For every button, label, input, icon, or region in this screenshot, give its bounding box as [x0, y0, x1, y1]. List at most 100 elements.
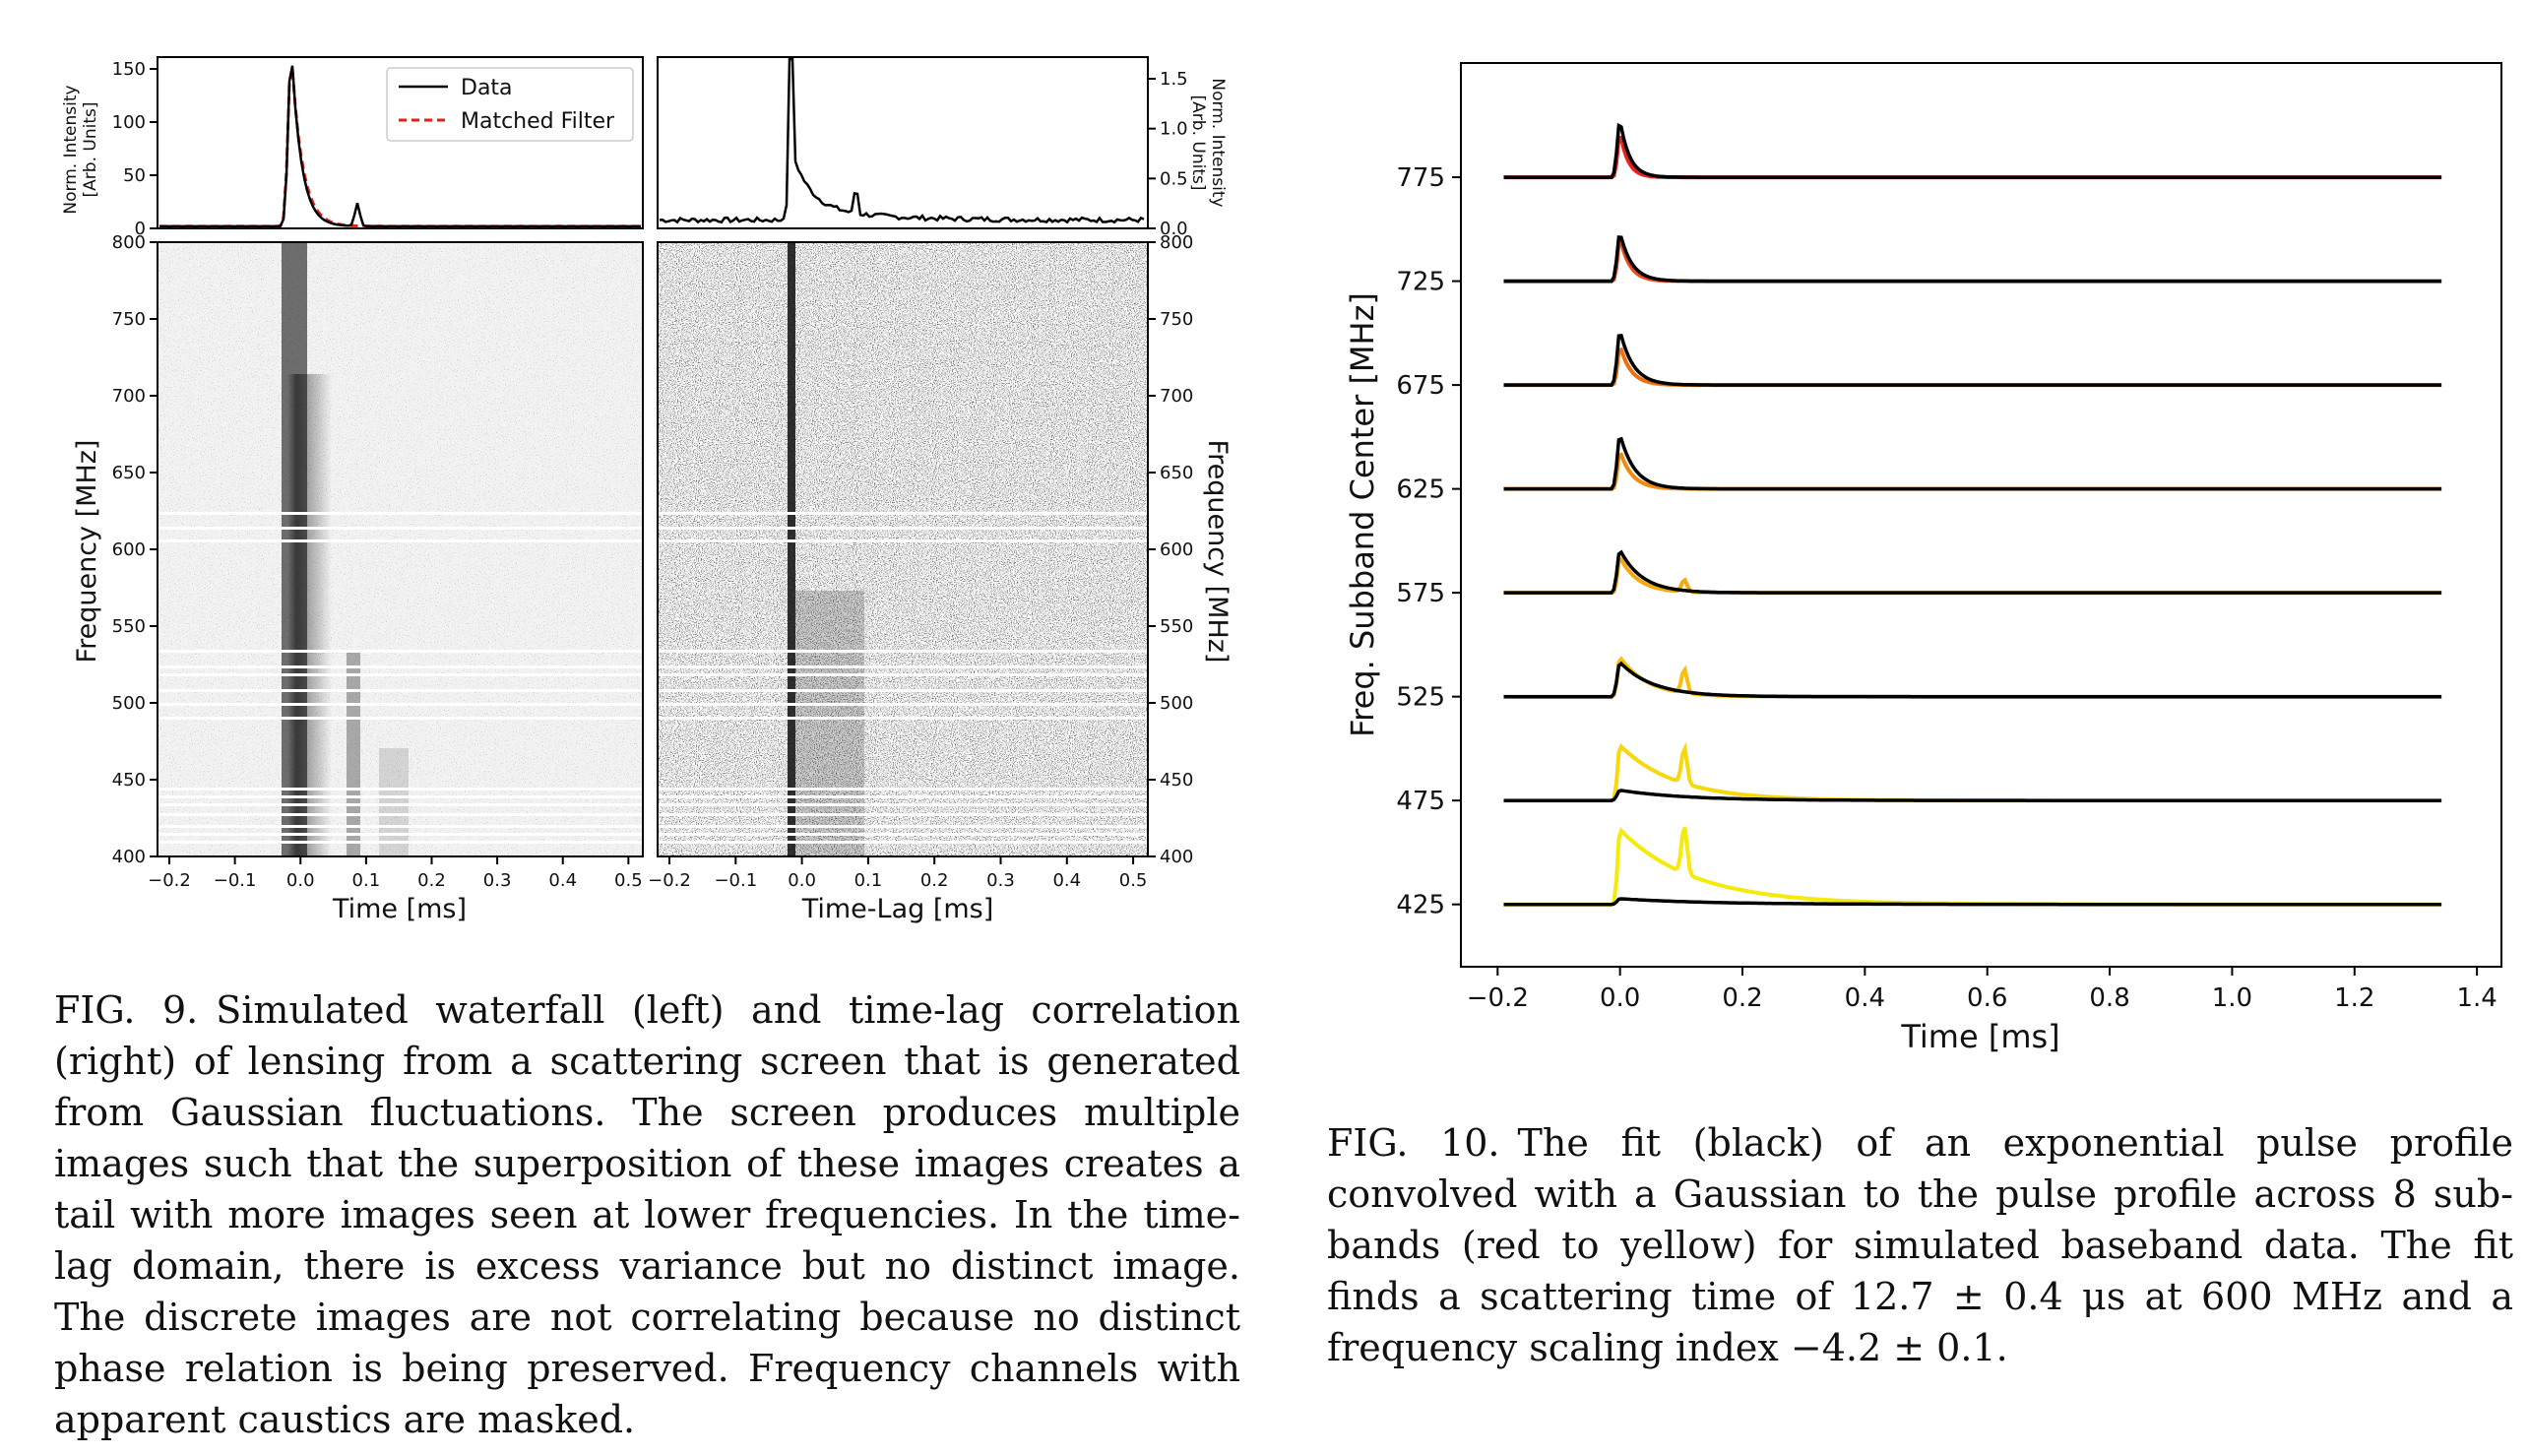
right-profile-ytick-label: 0.5 [1160, 168, 1188, 189]
right-waterfall-masked-channel [658, 788, 1148, 791]
fig10-subband-fit-675 [1503, 333, 2442, 387]
fig10-subband-fit-725 [1503, 235, 2442, 284]
fig9-caption-text: Simulated waterfall (left) and time-lag … [54, 988, 1240, 1441]
fig10-chart: 775 725 675 625 575 525 475 425 −0.2 0.0 0.2 0.4 0.… [1344, 62, 2502, 1055]
right-waterfall-masked-channel [658, 813, 1148, 816]
left-waterfall-xtick-label: 0.0 [286, 870, 315, 891]
left-waterfall-masked-channel [158, 539, 643, 542]
right-waterfall-ytick-label: 700 [1160, 386, 1193, 407]
left-waterfall-masked-channel [158, 813, 643, 816]
fig9-right-profile-panel: 0.0 0.5 1.0 1.5 Norm. Intensity [Arb. Units… [657, 56, 1228, 239]
left-profile-legend: Data Matched Filter [386, 67, 634, 142]
fig10-xtick-label: 0.6 [1967, 983, 2007, 1013]
right-waterfall-masked-channel [658, 795, 1148, 798]
legend-matched-filter-label: Matched Filter [461, 109, 615, 134]
left-waterfall-xtick-label: 0.1 [352, 870, 381, 891]
fig10-xlabel: Time [ms] [1900, 1018, 2059, 1055]
fig9-caption: FIG. 9. Simulated waterfall (left) and ti… [54, 984, 1240, 1445]
right-profile-data-line [659, 57, 1145, 224]
left-waterfall-masked-channel [158, 527, 643, 530]
left-profile-ytick-label: 100 [112, 112, 146, 133]
right-waterfall-ytick-label: 400 [1160, 847, 1193, 867]
fig10-subband-fit-525 [1503, 661, 2442, 699]
left-waterfall-ytick-label: 600 [112, 539, 146, 560]
left-waterfall-masked-channel [158, 841, 643, 844]
right-waterfall-xtick-label: 0.2 [920, 870, 949, 891]
right-profile-ytick-label: 1.0 [1160, 119, 1188, 140]
left-profile-ylabel-line2: [Arb. Units] [81, 102, 100, 198]
fig9-right-waterfall-panel: 400 450 500 550 600 650 700 750 800 −0.2 −0.1 0.0 0… [648, 232, 1233, 924]
left-waterfall-ytick-label: 700 [112, 386, 146, 407]
right-profile-ylabel-line1: Norm. Intensity [1208, 78, 1228, 207]
left-waterfall-masked-channel [158, 825, 643, 828]
left-waterfall-masked-channel [158, 665, 643, 668]
left-waterfall-masked-channel [158, 788, 643, 791]
right-waterfall-masked-channel [658, 512, 1148, 515]
left-waterfall-ytick-label: 800 [112, 232, 146, 253]
left-waterfall-ytick-label: 550 [112, 616, 146, 637]
right-waterfall-xtick-label: 0.5 [1119, 870, 1148, 891]
fig9-figure: Norm. Intensity [Arb. Units] 0 50 100 150 D… [61, 56, 1233, 924]
left-waterfall-ytick-label: 650 [112, 463, 146, 483]
left-waterfall-masked-channel [158, 650, 643, 653]
fig10-xtick-label: 0.8 [2089, 983, 2129, 1013]
fig10-ytick-label: 575 [1396, 579, 1445, 608]
right-waterfall-ytick-label: 500 [1160, 693, 1193, 714]
fig10-ytick-label: 775 [1396, 163, 1445, 193]
fig10-xtick-label: 0.2 [1722, 983, 1762, 1013]
right-waterfall-masked-channel [658, 803, 1148, 806]
fig10-ytick-label: 475 [1396, 787, 1445, 816]
fig10-subband-fit-575 [1503, 549, 2442, 595]
fig10-xtick-label: 1.0 [2212, 983, 2252, 1013]
left-waterfall-xtick-label: 0.5 [614, 870, 643, 891]
left-waterfall-ytick-label: 500 [112, 693, 146, 714]
fig10-caption-label: FIG. 10. [1327, 1121, 1500, 1165]
right-waterfall-ytick-label: 800 [1160, 232, 1193, 253]
fig10-plot-frame [1460, 62, 2502, 968]
right-waterfall-xlabel: Time-Lag [ms] [801, 894, 994, 924]
left-waterfall-xlabel: Time [ms] [332, 894, 467, 924]
right-waterfall-ytick-label: 650 [1160, 463, 1193, 483]
right-waterfall-masked-channel [658, 673, 1148, 676]
left-waterfall-xtick-label: 0.2 [417, 870, 446, 891]
right-waterfall-masked-channel [658, 539, 1148, 542]
fig10-subband-fit-475 [1503, 789, 2442, 802]
left-waterfall-ytick-label: 450 [112, 770, 146, 791]
left-waterfall-xtick-label: 0.4 [548, 870, 577, 891]
right-waterfall-masked-channel [658, 665, 1148, 668]
right-waterfall-xtick-label: −0.2 [648, 870, 691, 891]
fig10-xtick-label: 1.4 [2456, 983, 2497, 1013]
left-profile-ytick-label: 50 [123, 165, 146, 186]
left-waterfall-ytick-label: 750 [112, 309, 146, 330]
right-waterfall-masked-channel [658, 717, 1148, 720]
fig10-ytick-label: 525 [1396, 683, 1445, 713]
fig10-ytick-label: 675 [1396, 371, 1445, 401]
left-waterfall-masked-channel [158, 803, 643, 806]
right-waterfall-ytick-label: 450 [1160, 770, 1193, 791]
fig10-xtick-label: −0.2 [1467, 983, 1529, 1013]
right-profile-ylabel-line2: [Arb. Units] [1188, 95, 1208, 191]
left-waterfall-xtick-label: −0.2 [148, 870, 191, 891]
right-waterfall-masked-channel [658, 527, 1148, 530]
left-waterfall-xtick-label: 0.3 [483, 870, 512, 891]
right-profile-ytick-label: 0.0 [1160, 219, 1188, 239]
fig10-xtick-label: 0.4 [1845, 983, 1885, 1013]
legend-data-label: Data [461, 76, 513, 100]
fig9-caption-label: FIG. 9. [54, 988, 199, 1032]
right-waterfall-masked-channel [658, 689, 1148, 692]
left-waterfall-ylabel: Frequency [MHz] [72, 440, 102, 664]
right-waterfall-xtick-label: 0.1 [854, 870, 883, 891]
fig10-xtick-label: 1.2 [2334, 983, 2374, 1013]
fig9-left-waterfall-panel: 400 450 500 550 600 650 700 750 800 −0.2 −0.1 0.0 0… [72, 232, 644, 924]
right-waterfall-ylabel: Frequency [MHz] [1202, 440, 1233, 664]
right-waterfall-masked-channel [658, 825, 1148, 828]
fig10-ytick-label: 725 [1396, 268, 1445, 297]
right-waterfall-xtick-label: 0.4 [1052, 870, 1081, 891]
left-profile-data-line [159, 65, 641, 228]
fig10-xtick-label: 0.0 [1600, 983, 1640, 1013]
left-profile-ytick-label: 0 [135, 219, 146, 239]
right-waterfall-masked-channel [658, 650, 1148, 653]
fig10-ytick-label: 625 [1396, 475, 1445, 505]
right-waterfall-masked-channel [658, 703, 1148, 706]
fig10-subband-fit-425 [1503, 897, 2442, 907]
